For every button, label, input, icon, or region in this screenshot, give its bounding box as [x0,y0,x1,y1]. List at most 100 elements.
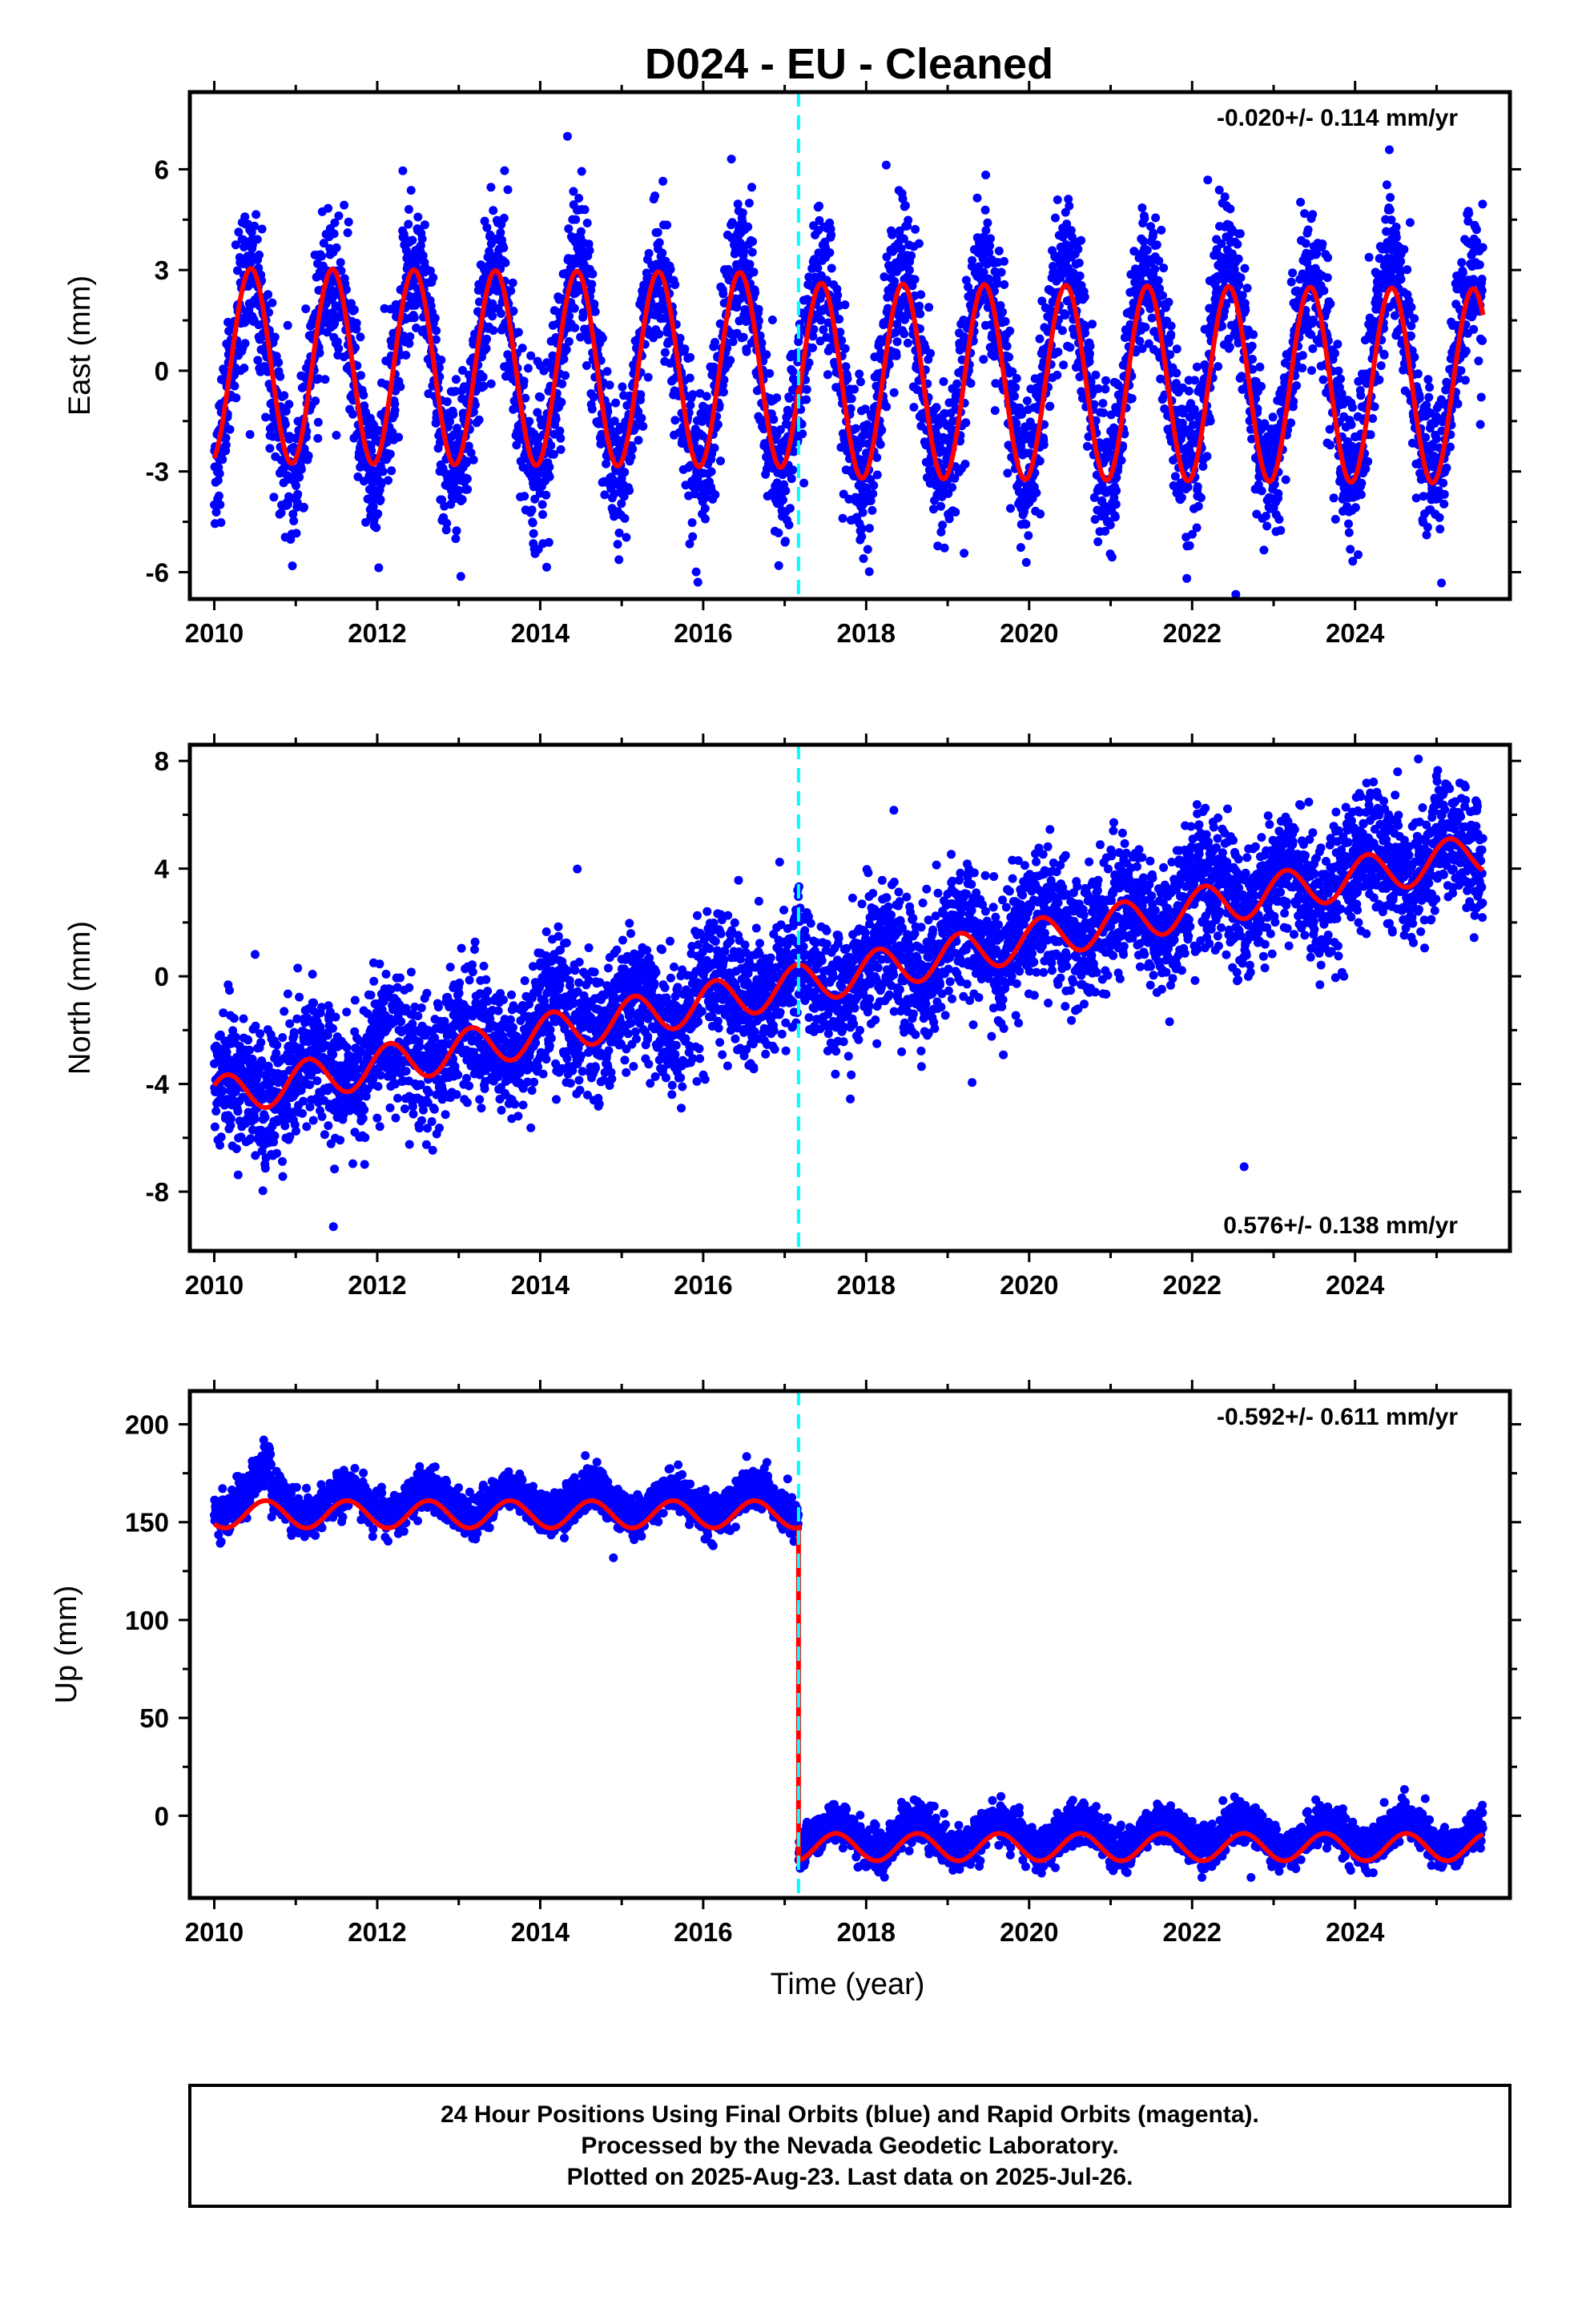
data-point [571,215,581,224]
data-point [336,266,346,275]
data-point [1110,513,1120,522]
data-point [1005,326,1015,336]
data-point [288,561,297,571]
data-point [496,228,505,237]
data-point [313,433,323,443]
data-point [743,222,753,231]
data-point [451,375,461,384]
data-point [602,459,611,468]
data-point [1153,275,1163,285]
data-point [719,388,728,397]
data-point [1437,578,1447,588]
data-point [1296,198,1306,207]
data-point [968,255,977,265]
data-point [1347,420,1356,429]
data-point [910,275,920,284]
data-point [1476,392,1486,402]
data-point [390,405,400,415]
data-point [1461,346,1471,356]
data-point [1151,213,1161,223]
data-point [431,335,441,344]
data-point [835,328,845,337]
data-point [388,428,397,437]
data-point [1177,493,1186,502]
data-point [1435,513,1444,522]
data-point [1475,420,1485,429]
data-point [1035,456,1045,466]
data-point [1471,225,1481,235]
data-point [526,351,536,360]
data-point [1255,362,1265,372]
data-point [716,456,725,466]
data-point [653,227,662,237]
data-point [508,278,517,287]
data-point [1274,515,1284,524]
data-point [1407,303,1416,312]
data-point [1016,543,1025,553]
data-point [501,258,510,267]
data-point [546,440,556,450]
data-point [1099,408,1109,417]
data-point [1150,264,1160,274]
data-point [1093,537,1103,546]
data-point [1240,263,1250,273]
data-point [1053,370,1062,380]
data-point [332,243,341,252]
data-point [738,217,747,227]
data-point [533,408,542,417]
data-point [823,318,833,328]
data-point [1182,573,1192,583]
data-point [833,291,843,300]
data-point [693,577,702,587]
data-point [644,248,654,258]
data-point [654,329,664,339]
data-point [1190,376,1200,385]
data-point [213,476,223,485]
data-point [445,416,455,426]
data-point [598,333,607,343]
data-point [857,532,867,541]
data-point [1309,316,1318,324]
data-point [569,187,578,196]
data-point [301,304,311,314]
data-point [265,444,275,453]
data-point [868,489,878,499]
data-point [614,529,624,537]
data-point [376,495,385,505]
data-point [702,392,711,401]
data-point [254,263,264,273]
data-point [784,393,794,403]
data-point [349,305,359,315]
data-point [269,493,279,502]
data-point [654,238,664,247]
data-point [857,524,867,533]
data-point [519,376,529,386]
data-point [896,244,906,253]
data-point [911,224,920,234]
data-point [650,191,660,201]
data-point [900,201,910,211]
data-point [1435,525,1445,534]
data-point [590,300,599,308]
data-point [1344,528,1354,537]
data-point [582,219,592,227]
data-point [1203,175,1213,185]
data-point [898,194,908,203]
data-point [744,199,754,208]
data-point [556,444,566,454]
data-point [441,525,451,535]
data-point [296,464,306,474]
data-point [666,264,675,274]
data-point [738,208,747,218]
data-point [784,521,794,529]
data-point [442,518,452,528]
data-point [1326,440,1335,450]
data-point [404,219,413,229]
data-point [452,526,461,536]
data-point [1249,330,1258,340]
data-point [517,344,527,353]
data-point [456,572,465,581]
data-point [701,493,710,502]
data-point [1248,355,1257,364]
data-point [1226,204,1235,214]
